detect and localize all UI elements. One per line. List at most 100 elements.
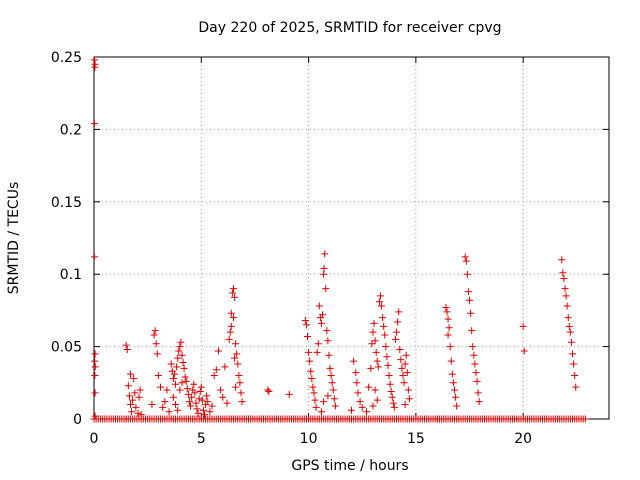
data-point bbox=[188, 393, 196, 401]
data-point bbox=[187, 402, 195, 410]
data-point bbox=[381, 331, 389, 339]
data-point bbox=[192, 399, 200, 407]
data-point bbox=[324, 392, 332, 400]
data-point bbox=[219, 393, 227, 401]
data-point bbox=[122, 341, 130, 349]
data-point bbox=[373, 357, 381, 365]
data-point bbox=[217, 386, 225, 394]
data-point bbox=[323, 327, 331, 335]
data-point bbox=[395, 308, 403, 316]
data-point bbox=[470, 351, 478, 359]
data-point bbox=[386, 380, 394, 388]
data-point bbox=[320, 264, 328, 272]
data-point bbox=[176, 386, 184, 394]
data-point bbox=[203, 392, 211, 400]
data-point bbox=[91, 372, 99, 380]
data-point bbox=[175, 347, 183, 355]
data-point bbox=[153, 350, 161, 358]
data-point bbox=[402, 351, 410, 359]
data-point bbox=[172, 401, 180, 409]
data-point bbox=[404, 386, 412, 394]
data-point bbox=[212, 366, 220, 374]
data-point bbox=[90, 120, 98, 128]
data-point bbox=[231, 293, 239, 301]
data-point bbox=[382, 343, 390, 351]
data-point bbox=[123, 345, 131, 353]
data-point bbox=[368, 340, 376, 348]
data-point bbox=[306, 357, 314, 365]
data-point bbox=[396, 345, 404, 353]
y-tick-label: 0.2 bbox=[60, 122, 82, 138]
data-point bbox=[365, 383, 373, 391]
data-point bbox=[172, 380, 180, 388]
data-point bbox=[311, 396, 319, 404]
data-point bbox=[325, 351, 333, 359]
data-point bbox=[444, 315, 452, 323]
data-point bbox=[235, 372, 243, 380]
y-tick-label: 0.15 bbox=[51, 195, 82, 211]
grid-lines bbox=[94, 57, 609, 419]
data-point bbox=[177, 338, 185, 346]
x-tick-label: 20 bbox=[514, 431, 532, 447]
data-point bbox=[467, 309, 475, 317]
data-points bbox=[90, 56, 589, 423]
data-point bbox=[130, 374, 138, 382]
data-point bbox=[569, 350, 577, 358]
data-point bbox=[91, 363, 99, 371]
data-point bbox=[394, 318, 402, 326]
chart-title: Day 220 of 2025, SRMTID for receiver cpv… bbox=[198, 20, 501, 36]
data-point bbox=[566, 328, 574, 336]
data-point bbox=[371, 337, 379, 345]
data-point bbox=[369, 328, 377, 336]
data-point bbox=[169, 393, 177, 401]
data-point bbox=[90, 56, 98, 64]
data-point bbox=[581, 415, 589, 423]
data-point bbox=[321, 250, 329, 258]
data-point bbox=[126, 401, 134, 409]
data-point bbox=[326, 364, 334, 372]
data-point bbox=[154, 372, 162, 380]
data-point bbox=[354, 389, 362, 397]
data-point bbox=[163, 386, 171, 394]
data-point bbox=[136, 386, 144, 394]
data-point bbox=[372, 348, 380, 356]
data-point bbox=[444, 331, 452, 339]
data-point bbox=[265, 387, 273, 395]
data-point bbox=[199, 406, 207, 414]
data-point bbox=[191, 389, 199, 397]
data-point bbox=[308, 374, 316, 382]
data-point bbox=[559, 269, 567, 277]
data-point bbox=[131, 389, 139, 397]
data-point bbox=[174, 354, 182, 362]
data-point bbox=[157, 383, 165, 391]
data-point bbox=[383, 353, 391, 361]
data-point bbox=[452, 393, 460, 401]
data-point bbox=[161, 398, 169, 406]
data-point bbox=[390, 403, 398, 411]
data-point bbox=[322, 285, 330, 293]
data-point bbox=[401, 360, 409, 368]
data-point bbox=[560, 275, 568, 283]
data-point bbox=[135, 393, 143, 401]
data-point bbox=[126, 370, 134, 378]
y-tick-label: 0 bbox=[73, 412, 82, 428]
data-point bbox=[519, 322, 527, 330]
data-point bbox=[232, 340, 240, 348]
data-point bbox=[405, 395, 413, 403]
data-point bbox=[356, 398, 364, 406]
data-point bbox=[330, 395, 338, 403]
data-point bbox=[227, 309, 235, 317]
data-point bbox=[315, 302, 323, 310]
data-point bbox=[91, 389, 99, 397]
data-point bbox=[91, 60, 99, 68]
data-point bbox=[234, 360, 242, 368]
data-point bbox=[91, 350, 99, 358]
data-point bbox=[148, 401, 156, 409]
data-point bbox=[302, 321, 310, 329]
data-point bbox=[150, 331, 158, 339]
data-point bbox=[264, 386, 272, 394]
data-point bbox=[328, 379, 336, 387]
data-point bbox=[398, 364, 406, 372]
data-point bbox=[329, 386, 337, 394]
